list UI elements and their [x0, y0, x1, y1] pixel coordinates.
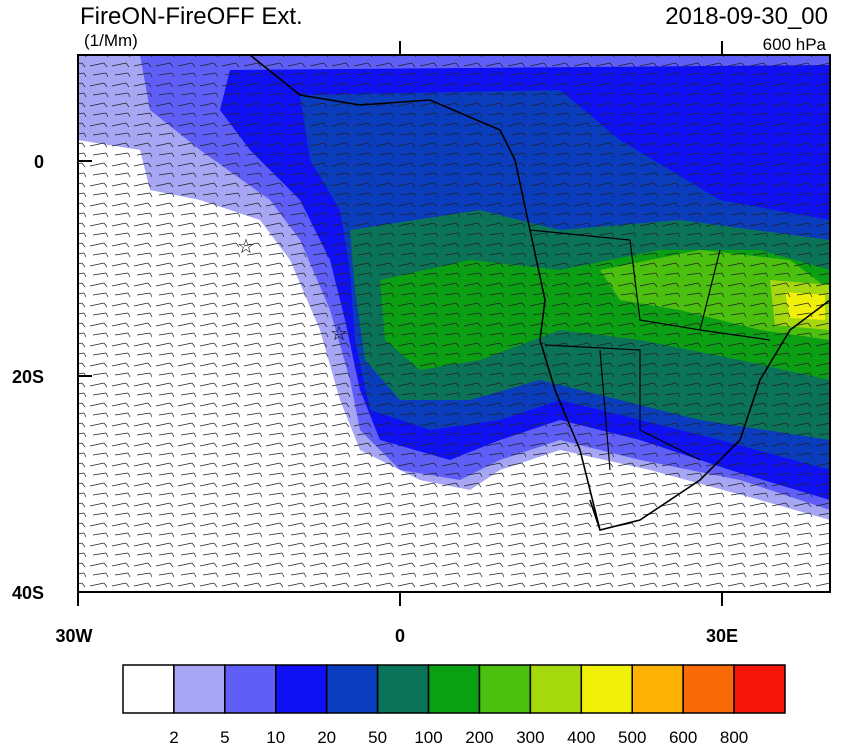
- colorbar-label: 20: [317, 728, 336, 747]
- star: ☆: [330, 323, 348, 345]
- colorbar-swatch: [580, 664, 633, 714]
- lon-label: 30W: [55, 626, 92, 646]
- colorbar-label: 500: [618, 728, 646, 747]
- colorbar-label: 2: [169, 728, 178, 747]
- colorbar-swatch: [427, 664, 481, 714]
- lat-label: 20S: [12, 367, 44, 387]
- colorbar-label: 100: [414, 728, 442, 747]
- coastline: [249, 55, 830, 531]
- colorbar-swatch: [631, 664, 684, 714]
- colorbar-label: 600: [669, 728, 697, 747]
- colorbar-label: 10: [266, 728, 285, 747]
- colorbar-swatch: [224, 664, 277, 714]
- level: 600 hPa: [763, 35, 827, 54]
- units: (1/Mm): [84, 31, 138, 50]
- plot-frame: [77, 54, 831, 593]
- colorbar-label: 5: [220, 728, 229, 747]
- colorbar-swatch: [376, 664, 430, 714]
- ticks: [77, 41, 723, 606]
- colorbar-swatch: [478, 664, 532, 714]
- lat-label: 0: [34, 152, 44, 172]
- colorbar-swatch: [173, 664, 226, 714]
- colorbar-swatch: [529, 664, 583, 714]
- borders: [529, 229, 771, 471]
- colorbar-label: 400: [567, 728, 595, 747]
- colorbar-swatch: [682, 664, 735, 714]
- colorbar-swatch: [122, 664, 175, 714]
- colorbar-label: 800: [720, 728, 748, 747]
- colorbar-label: 50: [368, 728, 387, 747]
- colorbar-swatch: [325, 664, 379, 714]
- colorbar-swatch: [733, 664, 786, 714]
- title: FireON-FireOFF Ext.: [80, 3, 303, 30]
- colorbar-label: 200: [465, 728, 493, 747]
- star: ☆: [237, 236, 255, 258]
- colorbar-swatch: [275, 664, 328, 714]
- lat-label: 40S: [12, 583, 44, 603]
- date: 2018-09-30_00: [665, 3, 828, 30]
- colorbar-label: 300: [516, 728, 544, 747]
- lon-label: 0: [395, 626, 405, 646]
- lon-label: 30E: [706, 626, 738, 646]
- colorbar: 2 5 10 20 50 100 200 300 400 500 600 800: [122, 664, 786, 747]
- map-field: ☆ ☆: [78, 55, 830, 592]
- wind-barbs: [78, 55, 830, 592]
